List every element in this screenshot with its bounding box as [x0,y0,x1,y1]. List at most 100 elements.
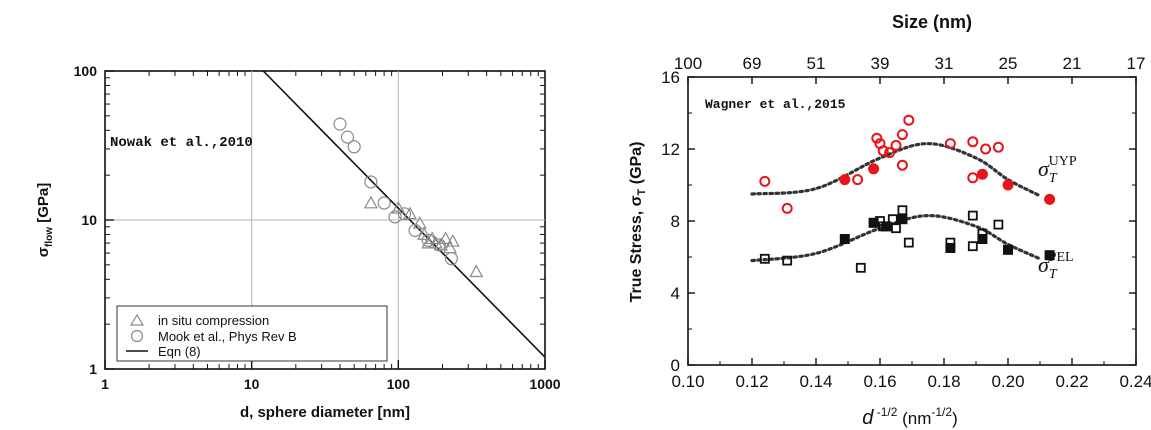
right-x-tick-label: 0.16 [863,372,896,391]
left-x-tick-label: 1000 [529,376,560,392]
left-ticks: 1 10 100 1000 1 10 100 [74,63,561,392]
left-y-axis-label: σflow [GPa] [35,183,55,257]
uyp-open-circle-point [781,202,793,214]
legend-triangle-icon [129,313,145,326]
left-circle-point [364,175,378,189]
left-circle-point [432,238,446,252]
uyp-label-sup: UYP [1049,154,1077,169]
right-top-tick-label: 100 [674,54,702,73]
uyp-open-circle-point [877,145,889,157]
right-y-label-main: True Stress, σ [628,195,645,302]
right-top-tick-label: 69 [743,54,762,73]
pel-open-square-point [759,253,770,264]
uyp-open-circle-point [852,174,864,186]
pel-open-square-point [903,237,914,248]
pel-open-square-point [993,219,1004,230]
legend-label: Eqn (8) [158,344,201,359]
right-x-tick-label: 0.10 [671,372,704,391]
right-x-label-main: d [862,407,874,429]
left-y-tick-label: 1 [89,361,97,377]
left-triangle-point [417,227,432,240]
left-series [262,70,546,358]
uyp-filled-circle-point [1044,193,1056,205]
left-y-tick-label: 100 [74,63,98,79]
uyp-open-circle-point [896,129,908,141]
left-circle-point [333,117,347,131]
right-top-tick-label: 17 [1127,54,1146,73]
right-y-tick-label: 12 [661,140,680,159]
right-x-label-sup: -1/2 [873,405,897,419]
right-y-tick-label: 4 [671,284,680,303]
uyp-filled-circle-point [1002,179,1014,191]
right-y-label-sub: T [636,188,648,195]
right-curve-label-pel: σT PEL [1038,250,1074,282]
uyp-filled-circle-point [839,174,851,186]
pel-filled-square-point [881,221,892,232]
left-y-label-unit: [GPa] [35,183,52,227]
left-circle-point [388,210,402,224]
right-top-tick-label: 21 [1063,54,1082,73]
right-ticks: 0.10 0.12 0.14 0.16 0.18 0.20 0.22 0.24 100 69 51 3… [661,54,1151,391]
left-triangle-point [433,237,448,251]
left-x-tick-label: 100 [387,376,411,392]
uyp-open-circle-point [884,147,896,159]
right-y-tick-label: 16 [661,68,680,87]
right-y-tick-label: 0 [671,356,680,375]
pel-filled-square-point [1044,250,1055,261]
right-x-label-close: ) [952,409,958,428]
uyp-open-circle-point [967,172,979,184]
left-chart: 1 10 100 1000 1 10 100 Nowak et al.,2010 d, sp… [35,63,561,421]
left-y-label-main: σ [35,247,52,257]
left-circle-point [340,130,355,144]
uyp-filled-circle-point [976,168,988,180]
right-annotation: Wagner et al.,2015 [705,97,846,112]
uyp-open-circle-point [896,159,908,171]
uyp-open-circle-point [903,114,915,126]
right-x-tick-label: 0.24 [1119,372,1151,391]
uyp-open-circle-point [967,136,979,148]
uyp-open-circle-point [871,132,883,144]
right-x-tick-label: 0.20 [991,372,1024,391]
right-y-axis-label: True Stress, σT (GPa) [628,142,648,303]
left-triangle-point [402,206,417,220]
pel-filled-square-point [897,214,908,225]
right-x-tick-label: 0.14 [799,372,832,391]
pel-open-square-point [967,241,978,252]
right-top-tick-label: 51 [807,54,826,73]
pel-open-square-point [855,262,866,273]
right-curve-label-uyp: σT UYP [1038,154,1077,186]
pel-open-square-point [897,205,908,216]
left-circle-point [397,207,412,221]
legend-circle-icon [130,329,144,343]
uyp-open-circle-point [944,138,956,150]
left-triangle-point [469,264,484,278]
right-top-tick-label: 31 [935,54,954,73]
uyp-open-circle-point [759,175,771,187]
uyp-filled-circle-point [868,163,880,175]
pel-fit-curve [750,213,1042,263]
right-x-label-unit-sup: -1/2 [931,405,952,419]
pel-filled-square-point [839,234,850,244]
right-y-label-unit: (GPa) [628,142,645,189]
left-y-label-sub: flow [44,227,55,247]
pel-filled-square-point [977,234,988,244]
left-x-tick-label: 10 [244,376,260,392]
uyp-label-main: σ [1038,156,1050,181]
left-circle-point [377,196,391,210]
left-triangle-point [363,195,378,209]
right-top-axis-label: Size (nm) [892,12,972,32]
pel-label-sub: T [1049,267,1058,282]
right-top-tick-label: 39 [871,54,890,73]
left-eqn8-line [262,70,546,358]
left-y-tick-label: 10 [81,212,97,228]
right-x-tick-label: 0.12 [735,372,768,391]
right-x-tick-label: 0.18 [927,372,960,391]
pel-filled-square-point [868,217,879,228]
pel-open-square-point [887,214,898,225]
left-x-tick-label: 1 [101,376,109,392]
left-circle-point [421,233,435,247]
right-x-axis-label: d -1/2 (nm-1/2) [862,405,958,429]
left-x-axis-label: d, sphere diameter [nm] [240,404,410,421]
